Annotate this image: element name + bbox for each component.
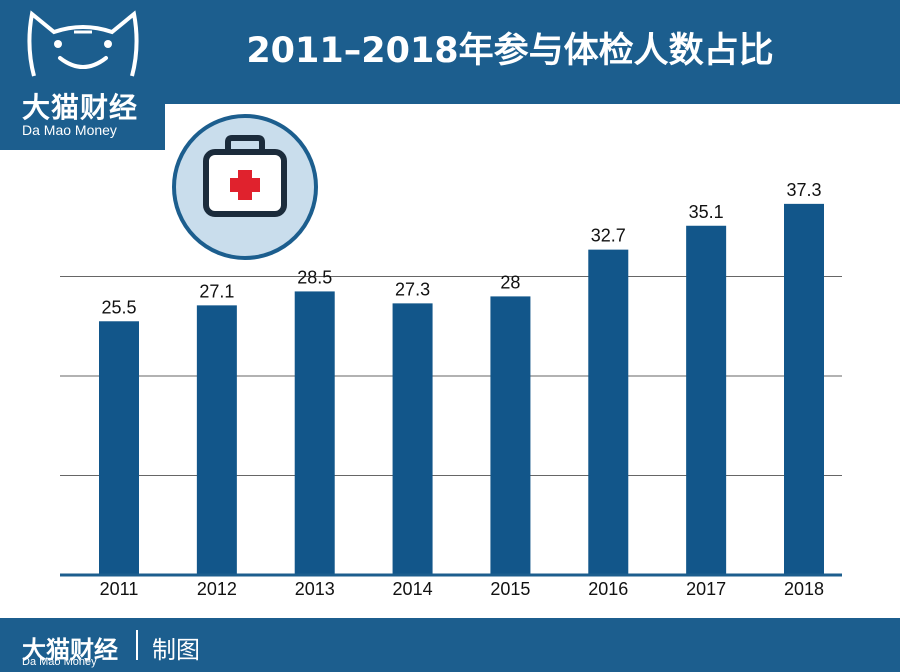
value-label-2018: 37.3 bbox=[786, 180, 821, 200]
footer-brand-en: Da Mao Money bbox=[22, 656, 97, 668]
value-label-2014: 27.3 bbox=[395, 279, 430, 299]
logo-block: 大猫财经 Da Mao Money bbox=[0, 0, 165, 150]
chart-title: 2011–2018年参与体检人数占比 bbox=[246, 31, 774, 71]
bar-2013 bbox=[294, 291, 335, 575]
bar-2015 bbox=[490, 296, 531, 575]
x-tick-2015: 2015 bbox=[490, 579, 530, 599]
x-tick-2012: 2012 bbox=[197, 579, 237, 599]
bar-2018 bbox=[784, 203, 824, 576]
cat-logo-icon bbox=[27, 10, 139, 77]
value-label-2012: 27.1 bbox=[199, 281, 234, 301]
x-tick-2014: 2014 bbox=[393, 579, 433, 599]
x-tick-2013: 2013 bbox=[295, 579, 335, 599]
bar-2011 bbox=[99, 321, 139, 575]
x-tick-2017: 2017 bbox=[686, 579, 726, 599]
value-label-2013: 28.5 bbox=[297, 267, 332, 287]
value-label-2011: 25.5 bbox=[101, 297, 136, 317]
logo-name-en: Da Mao Money bbox=[22, 122, 117, 138]
logo-name-cn: 大猫财经 bbox=[22, 91, 139, 124]
medical-kit-icon bbox=[172, 114, 318, 260]
x-tick-2016: 2016 bbox=[588, 579, 628, 599]
value-label-2017: 35.1 bbox=[689, 202, 724, 222]
chart-area: 25.5 27.1 28.5 27.3 28 32.7 35.1 37.3 2011 2012 2… bbox=[60, 180, 842, 599]
x-tick-2011: 2011 bbox=[100, 579, 139, 599]
bar-2014 bbox=[392, 303, 433, 575]
value-label-2015: 28 bbox=[500, 272, 520, 292]
footer-separator bbox=[136, 630, 138, 660]
bar-2016 bbox=[588, 249, 629, 575]
value-label-2016: 32.7 bbox=[591, 226, 626, 246]
bar-2017 bbox=[686, 225, 727, 575]
bar-2012 bbox=[196, 305, 237, 575]
footer-brand-cn: 大猫财经 bbox=[22, 636, 118, 664]
footer-band: 大猫财经 Da Mao Money 制图 bbox=[0, 618, 900, 672]
footer-credit: 制图 bbox=[152, 636, 200, 664]
x-tick-2018: 2018 bbox=[784, 579, 824, 599]
